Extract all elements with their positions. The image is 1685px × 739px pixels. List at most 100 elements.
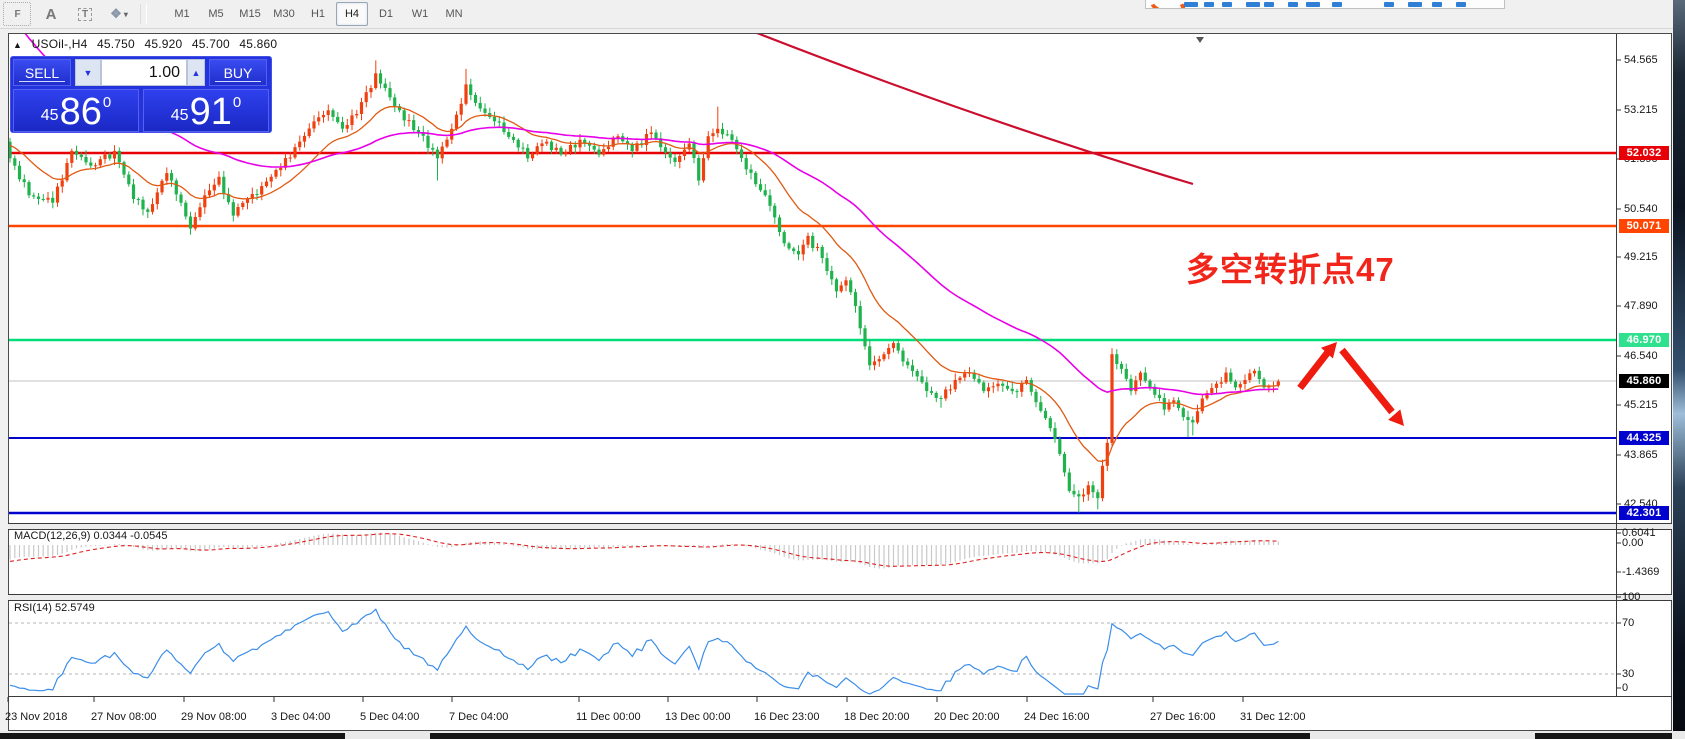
candle: [863, 328, 867, 347]
sell-price-box[interactable]: 45 86 0: [13, 89, 139, 132]
date-tick-label: 3 Dec 04:00: [271, 711, 331, 723]
volume-input[interactable]: [101, 59, 187, 86]
candle: [473, 95, 478, 103]
candle: [131, 184, 136, 199]
text-box-icon[interactable]: T: [71, 2, 99, 26]
candle: [264, 181, 269, 187]
timeframe-button-mn[interactable]: MN: [445, 8, 463, 20]
timeframe-button-h1[interactable]: H1: [310, 8, 326, 20]
candle: [1005, 385, 1010, 389]
candle: [910, 365, 915, 371]
candle: [1086, 485, 1090, 495]
candle: [611, 137, 615, 147]
price-tick-label: 54.565: [1624, 54, 1658, 66]
candle: [649, 132, 653, 134]
candle: [687, 143, 691, 150]
candle: [1015, 391, 1019, 393]
candle: [108, 154, 112, 159]
timeframe-button-d1[interactable]: D1: [378, 8, 394, 20]
broker-logo-text-fragment: [1222, 2, 1232, 7]
candle: [701, 158, 706, 181]
candle: [1034, 391, 1038, 403]
candle: [1186, 417, 1190, 420]
candle: [188, 216, 193, 229]
ma-slow-line: [24, 34, 1279, 396]
candle: [1276, 381, 1280, 386]
candle: [207, 190, 212, 196]
annotation-arrow-up[interactable]: [1297, 342, 1337, 391]
buy-price-box[interactable]: 45 91 0: [143, 89, 269, 132]
candle: [1229, 372, 1233, 382]
timeframe-button-m1[interactable]: M1: [174, 8, 190, 20]
candle: [93, 165, 98, 167]
volume-decrease-button[interactable]: ▼: [75, 59, 101, 86]
candle: [1039, 402, 1043, 411]
candle: [307, 128, 311, 136]
indicator-template-icon[interactable]: F: [3, 2, 31, 26]
volume-increase-button[interactable]: ▲: [187, 59, 205, 86]
buy-price-sup: 0: [232, 94, 242, 111]
candle: [739, 149, 744, 159]
price-level-badge: 52.032: [1619, 146, 1669, 160]
price-tick-label: 49.215: [1624, 251, 1658, 263]
broker-logo-text-fragment: [1306, 2, 1320, 7]
candle: [74, 150, 79, 155]
timeframe-button-w1[interactable]: W1: [411, 8, 429, 20]
timeframe-button-m30[interactable]: M30: [273, 8, 295, 20]
annotation-arrow-down[interactable]: [1339, 347, 1404, 426]
price-tick-label: 47.890: [1624, 300, 1658, 312]
candle: [407, 120, 411, 122]
buy-button[interactable]: BUY: [209, 59, 267, 86]
date-tick-label: 24 Dec 16:00: [1024, 711, 1090, 723]
sell-button[interactable]: SELL: [13, 59, 71, 86]
price-tick-label: 45.215: [1624, 399, 1658, 411]
candle: [255, 194, 259, 195]
macd-signal-line: [9, 533, 1279, 567]
candle: [435, 149, 440, 159]
candle: [507, 132, 511, 137]
candle: [350, 115, 354, 125]
candle: [231, 202, 235, 216]
candle: [773, 205, 777, 218]
candle: [1029, 380, 1033, 392]
toolbar-separator: [140, 4, 147, 24]
candle: [269, 176, 273, 182]
candle: [1129, 378, 1133, 392]
panel-divider-macd-rsi[interactable]: [8, 594, 1672, 601]
text-label-icon[interactable]: A: [45, 5, 57, 23]
ohlc-low: 45.700: [191, 37, 230, 51]
timeframe-button-m5[interactable]: M5: [208, 8, 224, 20]
candle: [1010, 388, 1014, 392]
candle: [830, 271, 834, 280]
candle: [336, 116, 340, 123]
candle: [65, 163, 69, 181]
candle: [540, 143, 544, 147]
timeframe-button-h4[interactable]: H4: [336, 2, 368, 26]
sell-price-sup: 0: [102, 94, 112, 111]
candle: [412, 120, 416, 130]
candle: [103, 154, 107, 160]
panel-divider-main-macd[interactable]: [8, 523, 1672, 530]
candle: [179, 194, 183, 203]
timeframe-button-m15[interactable]: M15: [239, 8, 261, 20]
broker-logo-text-fragment: [1184, 2, 1198, 7]
panel-collapse-icon[interactable]: ▲: [13, 40, 23, 50]
price-tick-label: 43.865: [1624, 449, 1658, 461]
candle: [312, 121, 316, 129]
candle: [573, 145, 577, 148]
candle: [279, 167, 283, 171]
candle: [554, 147, 558, 150]
candle: [426, 135, 430, 148]
candle: [1205, 393, 1209, 399]
candle: [521, 147, 525, 149]
chart-shift-marker-icon: [1196, 37, 1204, 43]
ohlc-high: 45.920: [144, 37, 183, 51]
candle: [51, 197, 55, 203]
shapes-icon[interactable]: ❖ ▾: [105, 2, 133, 26]
candle: [321, 115, 326, 118]
candle: [568, 145, 573, 153]
candle: [606, 146, 611, 150]
broker-logo-text-fragment: [1384, 2, 1394, 7]
date-tick-label: 13 Dec 00:00: [665, 711, 731, 723]
